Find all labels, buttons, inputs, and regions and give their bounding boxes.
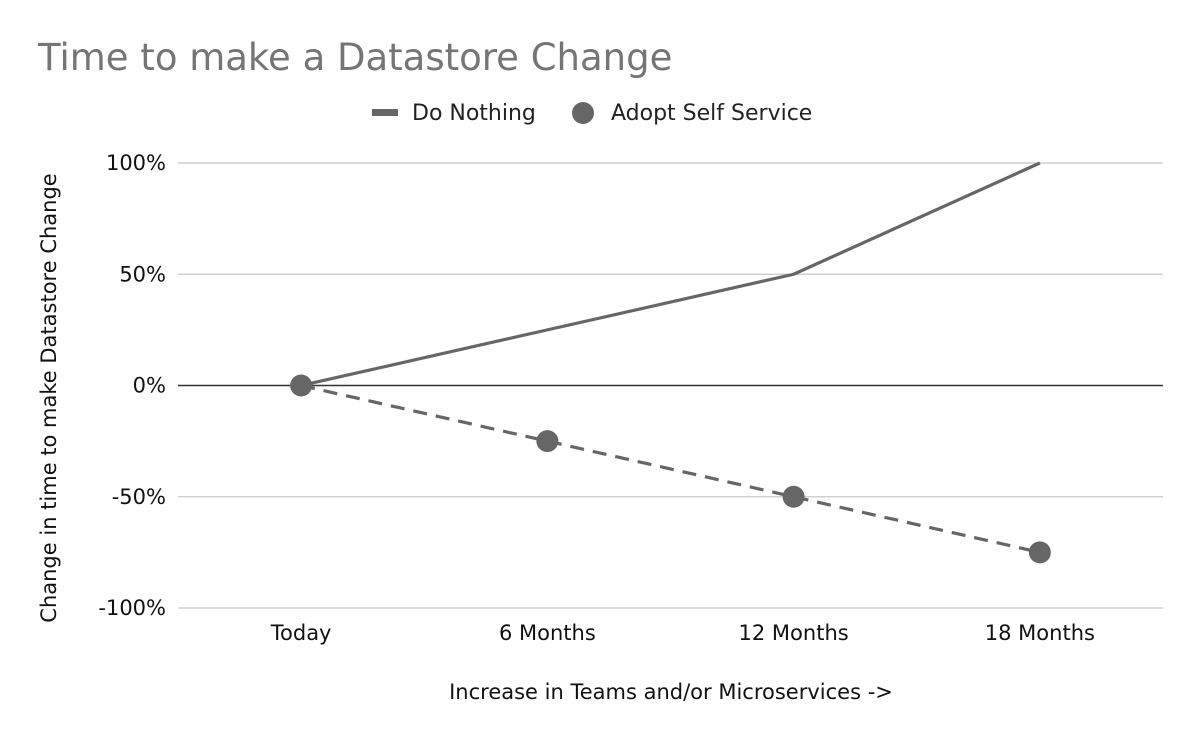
y-tick-label: 50% xyxy=(119,262,166,286)
y-axis-label: Change in time to make Datastore Change xyxy=(37,173,61,622)
series-line-do-nothing xyxy=(300,161,1041,388)
series xyxy=(290,161,1051,564)
x-tick-label: 6 Months xyxy=(499,621,596,645)
data-point-adopt-self-service xyxy=(782,485,805,508)
x-axis-label: Increase in Teams and/or Microservices -… xyxy=(449,680,893,704)
legend-swatch-adopt-self-service xyxy=(572,102,594,124)
y-tick-label: -100% xyxy=(98,596,166,620)
gridlines xyxy=(178,162,1163,609)
data-point-adopt-self-service xyxy=(536,430,559,453)
y-tick-label: 100% xyxy=(106,151,166,175)
y-tick-label: 0% xyxy=(133,374,166,398)
chart-title: Time to make a Datastore Change xyxy=(37,36,672,79)
legend-label-do-nothing: Do Nothing xyxy=(412,101,536,126)
y-axis-ticks: 100% 50% 0% -50% -100% xyxy=(98,151,166,620)
data-point-adopt-self-service xyxy=(1028,541,1051,564)
x-axis-ticks: Today 6 Months 12 Months 18 Months xyxy=(270,621,1095,645)
x-tick-label: Today xyxy=(270,621,332,645)
x-tick-label: 12 Months xyxy=(739,621,849,645)
data-point-adopt-self-service xyxy=(290,374,313,397)
legend: Do Nothing Adopt Self Service xyxy=(372,101,812,126)
legend-label-adopt-self-service: Adopt Self Service xyxy=(611,101,812,126)
legend-swatch-do-nothing xyxy=(372,109,398,116)
x-tick-label: 18 Months xyxy=(985,621,1095,645)
y-tick-label: -50% xyxy=(112,485,166,509)
series-line-adopt-self-service xyxy=(300,383,1041,554)
